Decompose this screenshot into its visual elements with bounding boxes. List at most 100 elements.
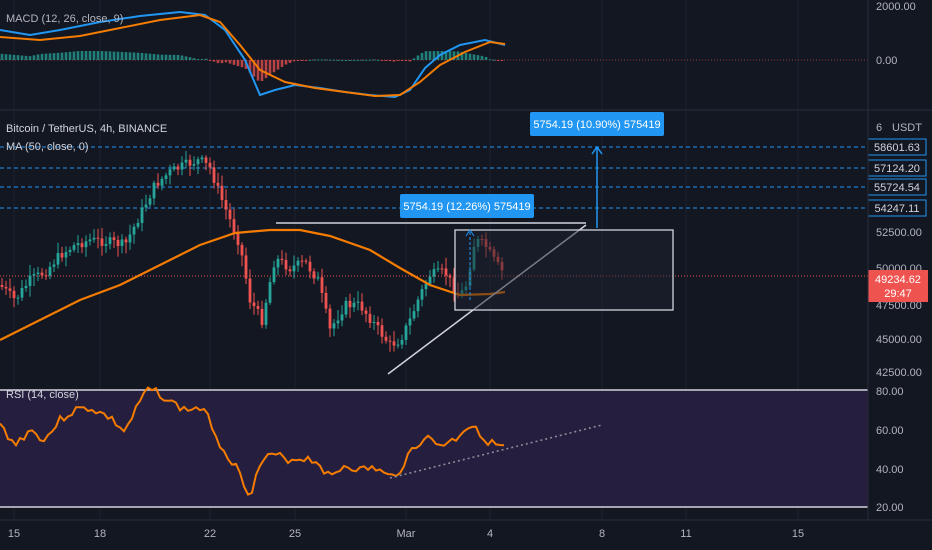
measure-label-mid-bg[interactable] bbox=[400, 194, 534, 218]
histogram-bar bbox=[40, 53, 44, 60]
rsi-pane[interactable]: RSI (14, close) 80.00 60.00 40.00 20.00 bbox=[0, 386, 904, 514]
candle-body bbox=[344, 300, 348, 315]
histogram-bar bbox=[320, 59, 324, 61]
countdown: 29:47 bbox=[884, 288, 912, 300]
histogram-bar bbox=[256, 60, 260, 81]
histogram-bar bbox=[464, 52, 468, 60]
candle-body bbox=[348, 300, 352, 308]
candle-body bbox=[400, 339, 404, 345]
rsi-trendline[interactable] bbox=[389, 424, 603, 479]
candle-body bbox=[352, 302, 356, 308]
histogram-bar bbox=[220, 60, 224, 64]
histogram-bar bbox=[356, 59, 360, 61]
candle-body bbox=[36, 272, 40, 275]
histogram-bar bbox=[232, 60, 236, 65]
signal-line bbox=[0, 13, 506, 98]
histogram-bar bbox=[264, 60, 268, 79]
candle-body bbox=[200, 157, 204, 160]
histogram-bar bbox=[192, 58, 196, 60]
candle-body bbox=[144, 204, 148, 208]
histogram-bar bbox=[388, 60, 392, 62]
time-tick: 18 bbox=[94, 528, 106, 540]
candle-body bbox=[392, 341, 396, 346]
histogram-bar bbox=[36, 54, 40, 60]
candle-body bbox=[404, 325, 408, 340]
histogram-bar bbox=[180, 55, 184, 60]
histogram-bar bbox=[132, 52, 136, 60]
histogram-bar bbox=[384, 60, 388, 61]
candle-body bbox=[224, 199, 228, 210]
measure-label-top-bg[interactable] bbox=[530, 112, 664, 136]
candle-body bbox=[44, 275, 48, 277]
arrow-head-projection bbox=[591, 145, 603, 155]
macd-pane[interactable]: MACD (12, 26, close, 9) 2000.00 0.00 bbox=[0, 1, 916, 99]
candle-body bbox=[80, 243, 84, 248]
consolidation-box[interactable] bbox=[454, 229, 674, 311]
histogram-bar bbox=[268, 60, 272, 76]
histogram-bar bbox=[136, 52, 140, 60]
histogram-bar bbox=[32, 55, 36, 60]
histogram-bar bbox=[16, 55, 20, 60]
candle-body bbox=[56, 253, 60, 265]
time-axis[interactable]: 15 18 22 25 Mar 4 8 11 15 bbox=[0, 519, 932, 540]
candle-body bbox=[360, 301, 364, 311]
histogram-bar bbox=[468, 53, 472, 60]
candle-body bbox=[16, 297, 20, 299]
macd-axis-tick: 2000.00 bbox=[876, 1, 916, 13]
candle-body bbox=[168, 169, 172, 176]
measure-label-top: 5754.19 (10.90%) 575419 bbox=[533, 119, 660, 131]
histogram-bar bbox=[336, 59, 340, 61]
candle-body bbox=[40, 272, 44, 276]
candle-body bbox=[396, 344, 400, 346]
histogram-bar bbox=[492, 59, 496, 61]
candle-body bbox=[72, 245, 76, 250]
candle-body bbox=[96, 237, 100, 239]
histogram-bar bbox=[272, 60, 276, 73]
macd-axis-tick: 0.00 bbox=[876, 55, 897, 67]
histogram-bar bbox=[432, 51, 436, 60]
level-value: 57124.20 bbox=[874, 163, 920, 175]
histogram-bar bbox=[212, 60, 216, 62]
histogram-bar bbox=[8, 54, 12, 60]
candle-body bbox=[148, 198, 152, 205]
arrow-head-small bbox=[465, 229, 475, 237]
histogram-bar bbox=[240, 60, 244, 68]
histogram-bar bbox=[292, 60, 296, 62]
candle-body bbox=[76, 243, 80, 246]
candle-body bbox=[188, 159, 192, 166]
candle-body bbox=[136, 222, 140, 227]
time-tick: 11 bbox=[680, 528, 691, 540]
candle-body bbox=[324, 292, 328, 309]
histogram-bar bbox=[400, 60, 404, 61]
candle-body bbox=[432, 269, 436, 277]
price-pane[interactable]: 5754.19 (10.90%) 575419 5754.19 (12.26%)… bbox=[0, 112, 928, 379]
candle-body bbox=[368, 313, 372, 323]
candle-body bbox=[264, 302, 268, 325]
histogram-bar bbox=[44, 53, 48, 60]
candle-body bbox=[24, 285, 28, 289]
candle-body bbox=[84, 241, 88, 248]
candle-body bbox=[172, 166, 176, 170]
histogram-bar bbox=[488, 59, 492, 61]
price-axis-tick: 47500.00 bbox=[876, 300, 922, 312]
candle-body bbox=[48, 266, 52, 276]
candle-body bbox=[52, 264, 56, 267]
candle-body bbox=[444, 268, 448, 276]
candle-body bbox=[60, 253, 64, 258]
price-axis-tick: 52500.00 bbox=[876, 227, 922, 239]
histogram-bar bbox=[412, 58, 416, 60]
histogram-bar bbox=[424, 51, 428, 60]
histogram-bar bbox=[184, 56, 188, 60]
histogram-bar bbox=[188, 57, 192, 60]
candle-body bbox=[128, 234, 132, 243]
histogram-bar bbox=[332, 59, 336, 61]
histogram-bar bbox=[124, 52, 128, 60]
histogram-bar bbox=[364, 59, 368, 61]
histogram-bar bbox=[152, 54, 156, 60]
candle-body bbox=[204, 157, 208, 163]
rsi-line bbox=[0, 386, 505, 496]
time-tick: 4 bbox=[487, 528, 493, 540]
ma-legend: MA (50, close, 0) bbox=[6, 141, 89, 153]
histogram-bar bbox=[88, 51, 92, 60]
